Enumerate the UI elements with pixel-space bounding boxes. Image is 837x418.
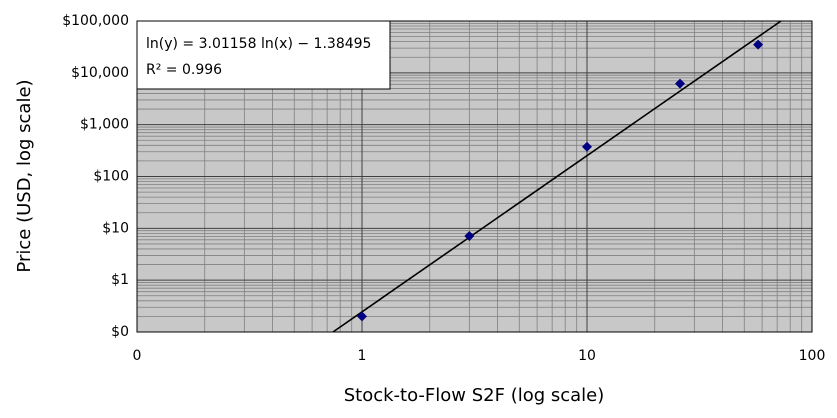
trendline [332, 20, 782, 333]
x-tick-label: 0 [133, 348, 142, 364]
y-tick-label: $10,000 [71, 65, 129, 81]
y-tick-label: $1 [111, 272, 129, 288]
y-tick-label: $1,000 [80, 117, 129, 133]
x-axis-label: Stock-to-Flow S2F (log scale) [344, 385, 605, 406]
point [357, 311, 367, 322]
r-squared: R² = 0.996 [146, 62, 222, 78]
y-tick-label: $100,000 [62, 13, 129, 29]
x-tick-label: 100 [799, 348, 826, 364]
equation: ln(y) = 3.01158 ln(x) − 1.38495 [146, 36, 371, 52]
point [753, 39, 764, 50]
x-tick-label: 1 [358, 348, 367, 364]
y-axis-label: Price (USD, log scale) [14, 79, 35, 272]
y-tick-label: $10 [102, 220, 129, 236]
y-tick-label: $100 [93, 169, 129, 185]
equation-box [136, 20, 391, 90]
point [582, 141, 592, 152]
plot-border [136, 20, 813, 333]
point [674, 78, 685, 89]
x-tick-label: 10 [578, 348, 596, 364]
y-tick-label: $0 [111, 324, 129, 340]
point [464, 231, 475, 242]
